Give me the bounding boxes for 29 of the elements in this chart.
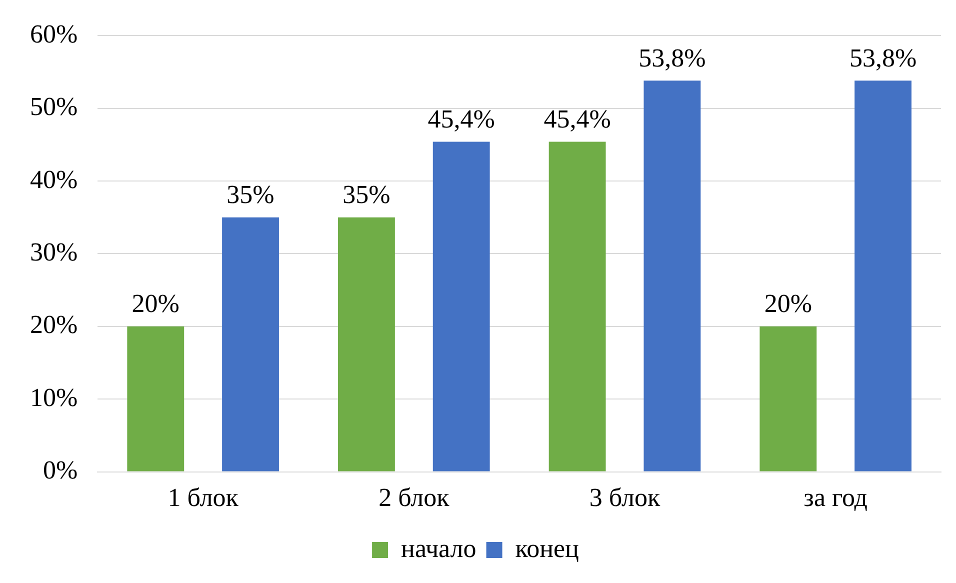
y-tick-label: 60% (30, 19, 78, 48)
data-label: 53,8% (638, 44, 706, 72)
x-tick-label: за год (804, 483, 868, 512)
y-tick-label: 40% (30, 164, 78, 194)
data-label: 53,8% (849, 44, 917, 72)
y-tick-label: 10% (30, 382, 78, 412)
bar (854, 80, 912, 472)
data-label: 45,4% (544, 104, 611, 134)
data-label: 20% (132, 289, 180, 318)
data-label: 45,4% (428, 104, 495, 134)
y-tick-label: 30% (30, 238, 78, 267)
y-tick-label: 50% (30, 92, 78, 122)
bar (222, 217, 279, 472)
bar (432, 142, 490, 472)
x-tick-label: 1 блок (168, 483, 239, 512)
bar (760, 326, 817, 472)
x-tick-label: 3 блок (589, 483, 660, 512)
data-label: 35% (342, 180, 390, 210)
x-tick-label: 2 блок (378, 483, 450, 512)
bar (644, 80, 701, 472)
bar (127, 326, 184, 472)
bar (338, 217, 395, 472)
legend-label: начало (401, 534, 476, 563)
bar (548, 142, 606, 472)
y-tick-label: 0% (42, 456, 78, 485)
legend-label: конец (515, 534, 580, 563)
data-label: 35% (226, 180, 274, 210)
y-tick-label: 20% (30, 310, 78, 340)
data-label: 20% (764, 289, 812, 318)
